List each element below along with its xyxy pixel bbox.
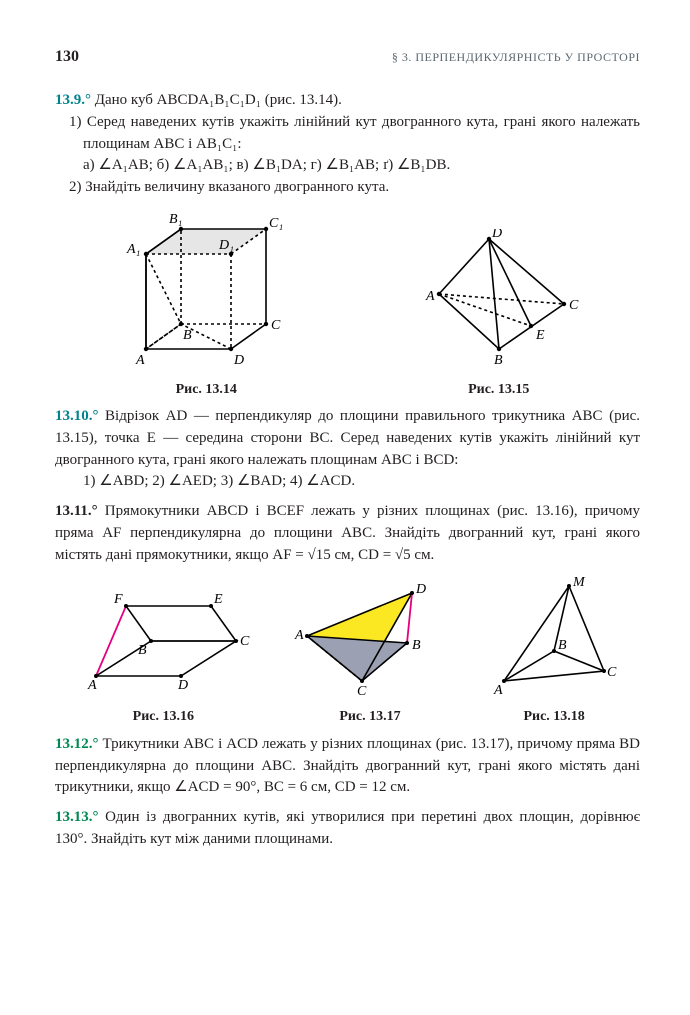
label-B1: B₁ <box>169 212 182 227</box>
problem-intro: Дано куб ABCDA₁B₁C₁D₁ (рис. 13.14). <box>95 92 342 108</box>
label-A: A <box>425 289 435 304</box>
page-header: 130 § 3. ПЕРПЕНДИКУЛЯРНІСТЬ У ПРОСТОРІ <box>55 45 640 68</box>
label-C: C <box>357 684 367 699</box>
figure-caption: Рис. 13.15 <box>414 380 584 400</box>
label-A1: A₁ <box>126 242 140 257</box>
problem-text: Прямокутники ABCD і BCEF лежать у різних… <box>55 503 640 563</box>
problem-text: Один із двогранних кутів, які утворилися… <box>55 809 640 847</box>
label-B: B <box>138 643 147 658</box>
figure-13-15: A B C D E Рис. 13.15 <box>414 229 584 400</box>
problem-part-2: 2) Знайдіть величину вказаного двогранно… <box>55 177 640 199</box>
problem-number: 13.9.° <box>55 92 91 108</box>
tetra2-diagram-icon: A B C M <box>489 576 619 701</box>
section-title: § 3. ПЕРПЕНДИКУЛЯРНІСТЬ У ПРОСТОРІ <box>392 49 640 66</box>
problem-number: 13.11.° <box>55 503 98 519</box>
label-D: D <box>233 353 244 368</box>
figure-row-1: A B C D A₁ B₁ C₁ D₁ Рис. 13.14 <box>55 209 640 400</box>
label-B: B <box>494 353 503 368</box>
label-A: A <box>493 683 503 698</box>
label-B: B <box>412 638 421 653</box>
label-D: D <box>491 229 502 241</box>
label-E: E <box>535 328 545 343</box>
figure-13-14: A B C D A₁ B₁ C₁ D₁ Рис. 13.14 <box>111 209 301 400</box>
problem-text: Відрізок AD — перпендикуляр до площини п… <box>55 408 640 468</box>
label-A: A <box>294 628 304 643</box>
label-D1: D₁ <box>218 238 234 253</box>
problem-13-9: 13.9.° Дано куб ABCDA₁B₁C₁D₁ (рис. 13.14… <box>55 90 640 199</box>
problem-13-13: 13.13.° Один із двогранних кутів, які ут… <box>55 807 640 851</box>
label-A: A <box>87 678 97 693</box>
label-C: C <box>271 318 281 333</box>
label-A: A <box>135 353 145 368</box>
label-D: D <box>177 678 188 693</box>
label-C: C <box>569 298 579 313</box>
tetra-diagram-icon: A B C D E <box>414 229 584 374</box>
problem-13-10: 13.10.° Відрізок AD — перпендикуляр до п… <box>55 406 640 493</box>
problem-part-1: 1) Серед наведених кутів укажіть лінійни… <box>55 112 640 156</box>
figure-13-17: A B C D Рис. 13.17 <box>292 581 447 727</box>
figure-caption: Рис. 13.14 <box>111 380 301 400</box>
figure-caption: Рис. 13.17 <box>292 707 447 727</box>
problem-number: 13.12.° <box>55 736 99 752</box>
problem-options: 1) ∠ABD; 2) ∠AED; 3) ∠BAD; 4) ∠ACD. <box>55 471 640 493</box>
page-number: 130 <box>55 45 79 68</box>
cube-diagram-icon: A B C D A₁ B₁ C₁ D₁ <box>111 209 301 374</box>
label-C1: C₁ <box>269 216 283 231</box>
figure-caption: Рис. 13.18 <box>489 707 619 727</box>
label-M: M <box>572 576 586 590</box>
label-B: B <box>558 638 567 653</box>
figure-row-2: A B C D E F Рис. 13.16 <box>55 576 640 727</box>
figure-13-16: A B C D E F Рис. 13.16 <box>76 581 251 727</box>
problem-13-11: 13.11.° Прямокутники ABCD і BCEF лежать … <box>55 501 640 566</box>
page: 130 § 3. ПЕРПЕНДИКУЛЯРНІСТЬ У ПРОСТОРІ 1… <box>0 0 690 1015</box>
label-B: B <box>183 328 192 343</box>
problem-number: 13.13.° <box>55 809 99 825</box>
triangles-diagram-icon: A B C D <box>292 581 447 701</box>
label-C: C <box>240 634 250 649</box>
problem-options: а) ∠A₁AB; б) ∠A₁AB₁; в) ∠B₁DA; г) ∠B₁AB;… <box>55 155 640 177</box>
label-F: F <box>113 592 123 607</box>
label-D: D <box>415 582 426 597</box>
problem-text: Трикутники ABC і ACD лежать у різних пло… <box>55 736 640 796</box>
figure-caption: Рис. 13.16 <box>76 707 251 727</box>
problem-number: 13.10.° <box>55 408 99 424</box>
figure-13-18: A B C M Рис. 13.18 <box>489 576 619 727</box>
label-E: E <box>213 592 223 607</box>
label-C: C <box>607 665 617 680</box>
problem-13-12: 13.12.° Трикутники ABC і ACD лежать у рі… <box>55 734 640 799</box>
rects-diagram-icon: A B C D E F <box>76 581 251 701</box>
